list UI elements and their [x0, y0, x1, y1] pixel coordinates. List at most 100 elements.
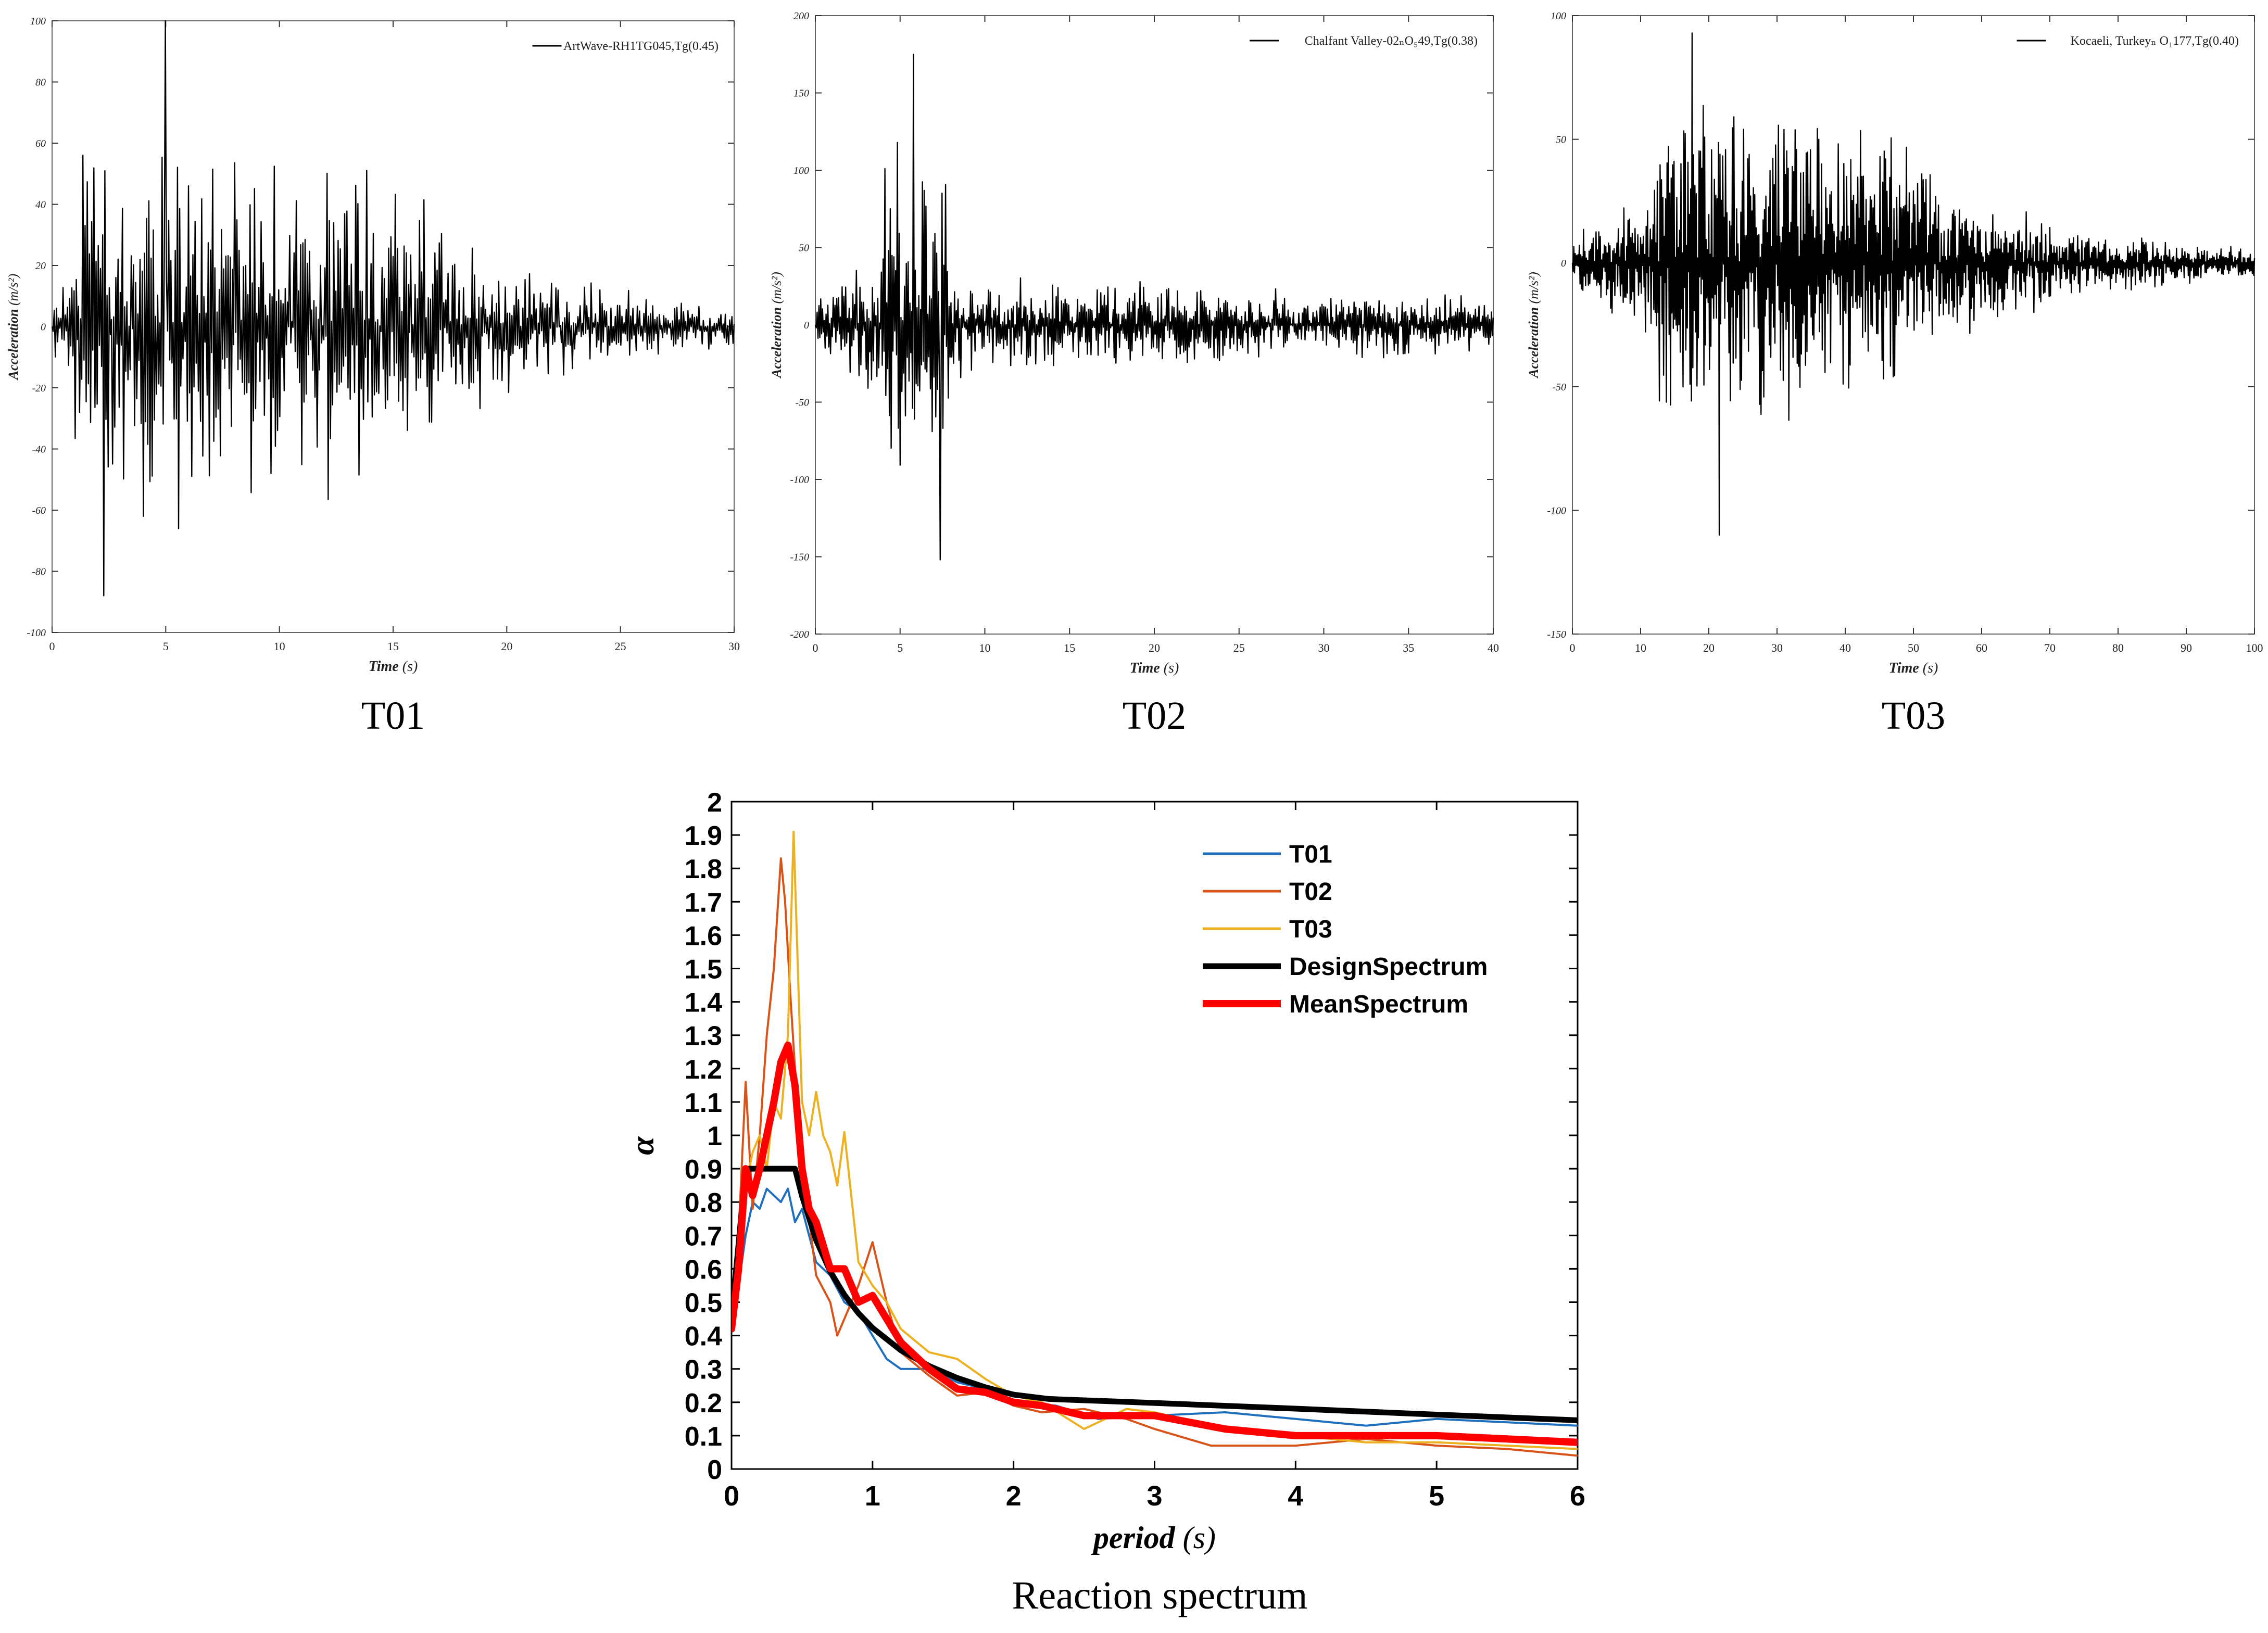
x-tick-label: 15	[1064, 641, 1075, 654]
y-tick-label: 0	[707, 1455, 722, 1485]
time-history-panel-2: 0 5 10 15 20 25 30 35 40 -200 -150 -100 -50 0 50 100 150…	[769, 10, 1499, 738]
y-tick-label: 40	[35, 199, 46, 211]
y-tick-label: 100	[793, 165, 809, 176]
y-tick-label: 0	[804, 320, 809, 331]
y-tick-label: 0.2	[685, 1388, 722, 1419]
y-tick-label: 100	[1551, 10, 1566, 22]
x-tick-label: 0	[724, 1480, 739, 1512]
legend-label-meanspectrum: MeanSpectrum	[1289, 991, 1468, 1018]
y-tick-label: -50	[1552, 382, 1566, 393]
legend-label: Chalfant Valley-02ₙO₅49,Tg(0.38)	[1305, 34, 1478, 48]
x-tick-label: 1	[865, 1480, 880, 1512]
y-tick-label: 0.1	[685, 1422, 722, 1452]
x-tick-label: 30	[728, 640, 740, 653]
x-tick-label: 40	[1488, 641, 1499, 654]
y-tick-label: 0.4	[685, 1322, 722, 1352]
series-line-designspectrum	[732, 1166, 1578, 1423]
x-tick-label: 10	[274, 640, 285, 653]
y-axis-label: α	[624, 1136, 661, 1155]
y-tick-label: -100	[1547, 505, 1566, 516]
x-tick-label: 20	[1149, 641, 1160, 654]
y-tick-label: 80	[35, 77, 46, 88]
legend-label: ArtWave-RH1TG045,Tg(0.45)	[563, 40, 719, 53]
y-tick-label: -40	[32, 444, 46, 455]
legend-label-t02: T02	[1289, 878, 1332, 906]
y-tick-label: 0.5	[685, 1288, 722, 1319]
y-tick-label: 1.8	[685, 854, 722, 884]
x-tick-label: 5	[897, 641, 903, 654]
y-tick-label: 100	[30, 16, 46, 27]
y-tick-label: -60	[32, 505, 46, 516]
y-tick-label: 1.7	[685, 888, 722, 918]
y-tick-label: 50	[1556, 134, 1566, 146]
spectrum-panel: 0 1 2 3 4 5 600.10.20.30.40.50.60.70.80.911.11…	[624, 788, 1585, 1617]
legend-label-t03: T03	[1289, 916, 1332, 943]
x-tick-label: 25	[1233, 641, 1245, 654]
y-tick-label: -150	[1547, 629, 1566, 640]
x-tick-label: 0	[1570, 641, 1576, 654]
series-line-meanspectrum	[732, 1041, 1578, 1446]
y-tick-label: 50	[799, 243, 809, 254]
series-line-t01	[732, 1187, 1578, 1427]
legend-label-designspectrum: DesignSpectrum	[1289, 953, 1488, 981]
y-tick-label: -50	[795, 397, 809, 409]
x-axis-label: Time (s)	[1889, 660, 1938, 676]
y-tick-label: 0	[41, 322, 46, 333]
y-tick-label: -20	[32, 383, 46, 394]
x-tick-label: 90	[2181, 641, 2192, 654]
x-axis-label: Time (s)	[369, 659, 418, 675]
y-tick-label: 1.9	[685, 821, 722, 851]
y-tick-label: 60	[35, 138, 46, 149]
x-tick-label: 25	[615, 640, 626, 653]
x-tick-label: 0	[49, 640, 55, 653]
time-history-panel-3: 0 10 20 30 40 50 60 70 80 90 100 -150 -100 -50 0 50 100 T…	[1526, 10, 2263, 738]
y-tick-label: 1.1	[685, 1088, 722, 1118]
spectrum-caption: Reaction spectrum	[1012, 1574, 1308, 1617]
y-tick-label: 200	[793, 10, 809, 22]
y-tick-label: 0.3	[685, 1355, 722, 1385]
panel-caption: T02	[1123, 694, 1186, 738]
x-tick-label: 10	[979, 641, 991, 654]
x-tick-label: 5	[163, 640, 169, 653]
waveform-line	[51, 20, 735, 597]
panel-caption: T03	[1882, 694, 1945, 738]
y-tick-label: -100	[790, 474, 809, 486]
y-tick-label: 0	[1561, 258, 1566, 269]
y-tick-label: -80	[32, 566, 46, 578]
y-tick-label: 2	[707, 788, 722, 818]
waveform-line	[814, 54, 1494, 561]
x-tick-label: 0	[813, 641, 818, 654]
y-tick-label: -100	[27, 627, 46, 639]
y-tick-label: 1.5	[685, 955, 722, 985]
series-line-t02	[732, 857, 1578, 1457]
panel-caption: T01	[361, 694, 425, 738]
y-tick-label: 1	[707, 1121, 722, 1151]
x-axis-label: Time (s)	[1130, 660, 1179, 676]
y-tick-label: -150	[790, 552, 809, 563]
y-axis-label: Acceleration (m/s²)	[1526, 272, 1541, 379]
x-tick-label: 35	[1403, 641, 1414, 654]
y-axis-label: Acceleration (m/s²)	[6, 274, 21, 381]
x-tick-label: 50	[1908, 641, 1919, 654]
x-tick-label: 6	[1570, 1480, 1585, 1512]
x-tick-label: 80	[2112, 641, 2124, 654]
x-tick-label: 70	[2044, 641, 2056, 654]
x-tick-label: 4	[1288, 1480, 1303, 1512]
waveform-line	[1571, 32, 2256, 536]
spectrum-frame	[730, 801, 1579, 1470]
x-tick-label: 15	[387, 640, 399, 653]
x-tick-label: 30	[1771, 641, 1783, 654]
y-tick-label: 1.4	[685, 988, 722, 1018]
x-tick-label: 20	[501, 640, 512, 653]
x-axis-label: period (s)	[1091, 1521, 1216, 1555]
y-tick-label: 0.7	[685, 1221, 722, 1251]
x-tick-label: 60	[1976, 641, 1987, 654]
y-tick-label: 20	[35, 260, 46, 272]
x-tick-label: 30	[1318, 641, 1330, 654]
x-tick-label: 5	[1429, 1480, 1444, 1512]
legend-label: Kocaeli, Turkeyₙ O₁177,Tg(0.40)	[2071, 34, 2239, 48]
x-tick-label: 100	[2246, 641, 2263, 654]
time-history-panel-1: 0 5 10 15 20 25 30 -100 -80 -60 -40 -20 0 20 40 60 80 100…	[6, 16, 740, 738]
y-tick-label: 1.3	[685, 1021, 722, 1052]
